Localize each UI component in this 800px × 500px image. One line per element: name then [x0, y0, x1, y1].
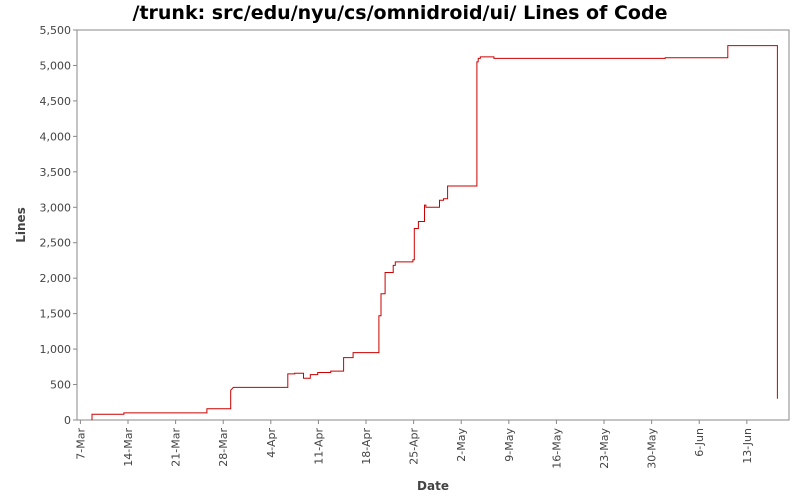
x-tick-label: 11-Apr	[312, 428, 325, 465]
x-tick-label: 23-May	[598, 428, 611, 469]
x-tick-label: 6-Jun	[693, 428, 706, 457]
y-tick-label: 5,500	[40, 24, 72, 37]
x-tick-label: 14-Mar	[122, 428, 135, 467]
series-layer	[91, 45, 778, 420]
y-tick-label: 3,000	[40, 201, 72, 214]
x-tick-label: 4-Apr	[265, 428, 278, 458]
y-tick-label: 4,000	[40, 130, 72, 143]
y-axis-title: Lines	[14, 207, 28, 243]
x-tick-label: 21-Mar	[170, 428, 183, 467]
x-tick-label: 28-Mar	[217, 428, 230, 467]
series-line-lines	[91, 45, 778, 420]
y-tick-label: 500	[50, 379, 71, 392]
y-tick-label: 2,500	[40, 237, 72, 250]
y-tick-label: 4,500	[40, 95, 72, 108]
x-tick-label: 16-May	[550, 428, 563, 469]
y-axis: 0 500 1,000 1,500 2,000 2,500 3,000 3,500 4,000 4…	[40, 24, 77, 427]
y-tick-label: 2,000	[40, 272, 72, 285]
x-tick-label: 13-Jun	[741, 428, 754, 464]
plot-area	[76, 29, 790, 421]
y-tick-label: 0	[64, 414, 71, 427]
x-tick-label: 25-Apr	[408, 428, 421, 465]
x-tick-label: 9-May	[503, 428, 516, 462]
y-tick-label: 3,500	[40, 166, 72, 179]
x-tick-label: 30-May	[646, 428, 659, 469]
x-axis: 7-Mar 14-Mar 21-Mar 28-Mar 4-Apr 11-Apr 18-Apr…	[74, 420, 754, 469]
chart-title: /trunk: src/edu/nyu/cs/omnidroid/ui/ Lin…	[132, 2, 668, 24]
x-tick-label: 2-May	[455, 428, 468, 462]
y-tick-label: 1,500	[40, 308, 72, 321]
y-tick-label: 5,000	[40, 59, 72, 72]
x-axis-title: Date	[417, 479, 449, 493]
x-tick-label: 18-Apr	[360, 428, 373, 465]
y-tick-label: 1,000	[40, 343, 72, 356]
x-tick-label: 7-Mar	[74, 428, 87, 460]
